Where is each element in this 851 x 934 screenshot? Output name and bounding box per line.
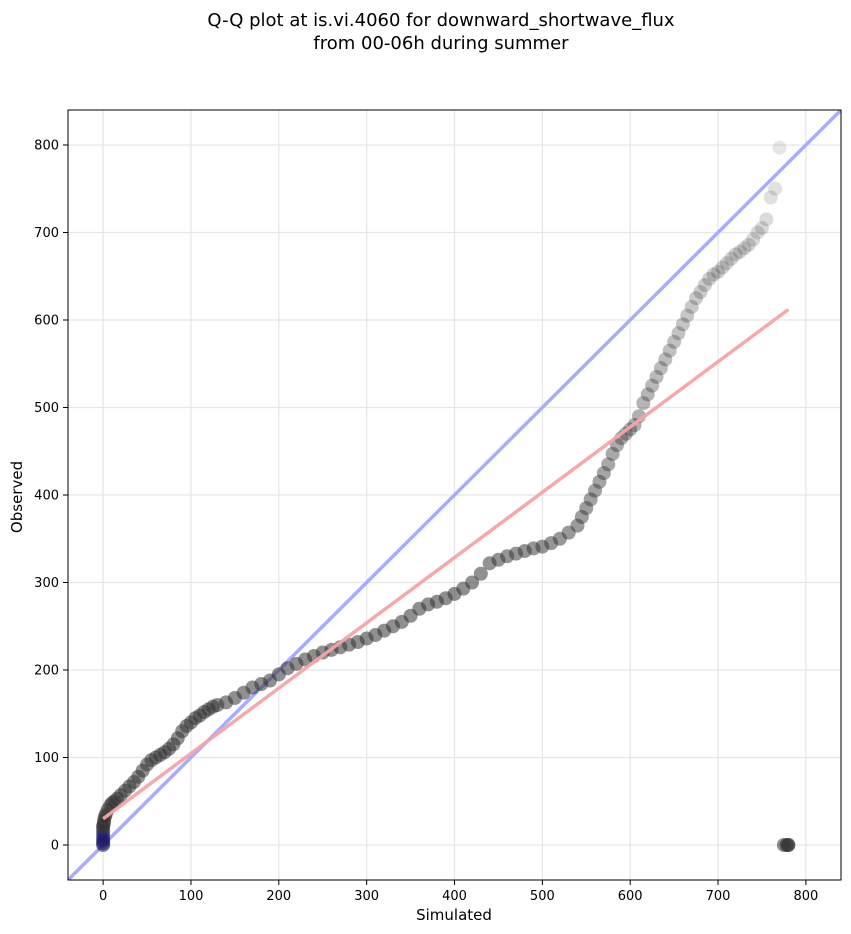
x-tick-label: 100 <box>179 889 204 904</box>
data-point <box>601 457 616 472</box>
data-point <box>750 225 765 240</box>
x-tick-label: 600 <box>618 889 643 904</box>
y-tick-label: 700 <box>34 226 59 241</box>
x-tick-label: 700 <box>706 889 731 904</box>
y-tick-label: 600 <box>34 314 59 329</box>
x-tick-label: 0 <box>99 889 107 904</box>
y-tick-label: 200 <box>34 664 59 679</box>
data-point <box>706 267 721 282</box>
data-point <box>763 190 778 205</box>
data-point <box>732 244 747 259</box>
y-tick-label: 800 <box>34 139 59 154</box>
data-point <box>574 509 589 524</box>
data-point <box>605 446 620 461</box>
data-point <box>473 566 488 581</box>
data-point <box>728 247 743 262</box>
data-point <box>570 518 585 533</box>
y-axis-label: Observed <box>8 461 26 533</box>
y-tick-label: 100 <box>34 751 59 766</box>
data-point <box>759 212 774 227</box>
data-point <box>697 278 712 292</box>
data-point <box>552 531 567 546</box>
chart-title: Q-Q plot at is.vi.4060 for downward_shor… <box>207 10 675 31</box>
data-point <box>754 221 769 236</box>
data-point <box>653 361 668 376</box>
x-tick-label: 800 <box>793 889 818 904</box>
y-tick-label: 0 <box>51 839 59 854</box>
data-point <box>724 251 739 266</box>
data-point <box>693 285 708 299</box>
data-point <box>658 352 673 367</box>
data-point <box>649 369 664 384</box>
chart-subtitle: from 00-06h during summer <box>313 33 569 54</box>
x-tick-label: 500 <box>530 889 555 904</box>
data-point <box>596 466 611 481</box>
data-point <box>579 501 594 516</box>
data-point <box>610 438 625 453</box>
plot-content <box>68 110 841 880</box>
plot-area: 0 100 200 300 400 500 600 700 800 0 100 200 300 400 50… <box>34 109 842 904</box>
data-point <box>640 387 655 402</box>
x-tick-label: 200 <box>266 889 291 904</box>
data-point <box>561 525 576 540</box>
data-point <box>588 483 603 498</box>
data-point <box>772 140 787 155</box>
data-point <box>737 241 752 256</box>
data-point <box>719 256 734 271</box>
data-point <box>465 575 480 590</box>
data-point <box>583 492 598 507</box>
x-tick-label: 400 <box>442 889 467 904</box>
data-point <box>592 474 607 489</box>
data-point <box>662 343 677 358</box>
data-point <box>645 378 660 393</box>
data-point <box>715 260 730 275</box>
data-point <box>684 299 699 314</box>
x-tick-label: 300 <box>354 889 379 904</box>
y-tick-label: 400 <box>34 489 59 504</box>
data-point <box>671 326 686 341</box>
x-axis-label: Simulated <box>416 906 492 924</box>
data-point <box>711 264 726 279</box>
data-point <box>781 838 796 852</box>
data-point <box>675 317 690 332</box>
y-tick-label: 300 <box>34 576 59 591</box>
data-point <box>636 396 651 411</box>
data-point <box>768 181 783 196</box>
data-point <box>667 334 682 349</box>
y-tick-label: 500 <box>34 401 59 416</box>
data-point <box>746 232 761 247</box>
data-point <box>702 271 717 286</box>
identity-line <box>68 110 841 880</box>
fit-line <box>102 308 790 821</box>
data-point <box>618 426 633 441</box>
data-point <box>741 237 756 252</box>
data-point <box>680 308 695 323</box>
data-point <box>689 291 704 306</box>
